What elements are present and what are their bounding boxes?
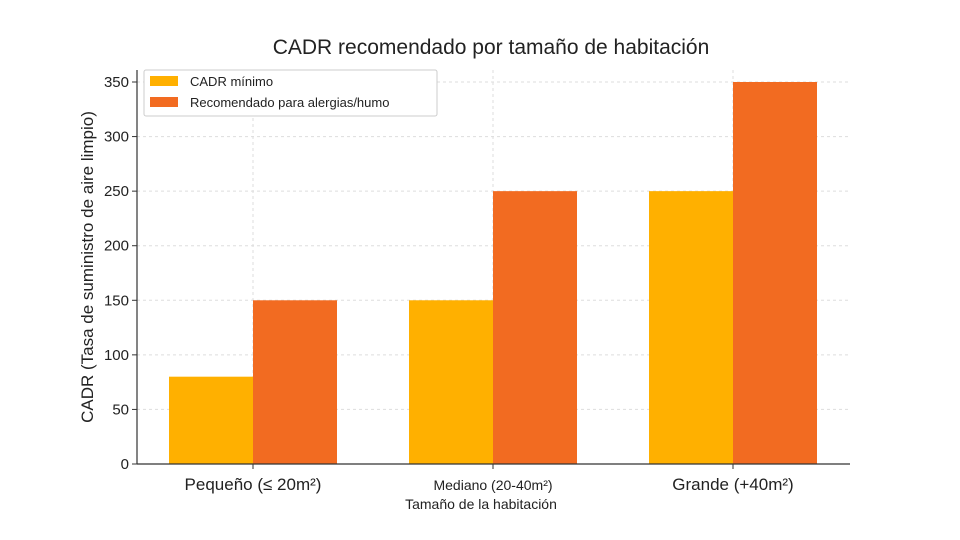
- y-tick-label: 200: [104, 238, 129, 255]
- y-tick-label: 50: [112, 401, 129, 418]
- x-tick-label: Mediano (20-40m²): [433, 477, 552, 493]
- legend-box: [143, 69, 438, 117]
- y-tick-label: 300: [104, 129, 129, 146]
- bar-cadr-minimo-2: [649, 191, 733, 464]
- legend-swatch: [150, 76, 178, 86]
- x-axis-label: Tamaño de la habitación: [405, 496, 557, 512]
- y-axis-label: CADR (Tasa de suministro de aire limpio): [78, 111, 97, 423]
- y-tick-label: 100: [104, 347, 129, 364]
- bar-recomendado-1: [493, 191, 577, 464]
- legend-label: CADR mínimo: [190, 74, 273, 89]
- y-tick-label: 150: [104, 292, 129, 309]
- y-tick-label: 350: [104, 74, 129, 91]
- y-tick-label: 0: [121, 456, 129, 473]
- y-tick-label: 250: [104, 183, 129, 200]
- bar-recomendado-2: [733, 82, 817, 464]
- legend: CADR mínimo Recomendado para alergias/hum…: [143, 69, 438, 117]
- bar-cadr-minimo-0: [169, 376, 253, 464]
- bar-cadr-minimo-1: [409, 300, 493, 464]
- x-tick-label: Grande (+40m²): [672, 475, 793, 494]
- x-tick-label: Pequeño (≤ 20m²): [185, 475, 322, 494]
- chart-title: CADR recomendado por tamaño de habitació…: [273, 36, 710, 59]
- bar-recomendado-0: [253, 300, 337, 464]
- legend-swatch: [150, 97, 178, 107]
- legend-label: Recomendado para alergias/humo: [190, 95, 389, 110]
